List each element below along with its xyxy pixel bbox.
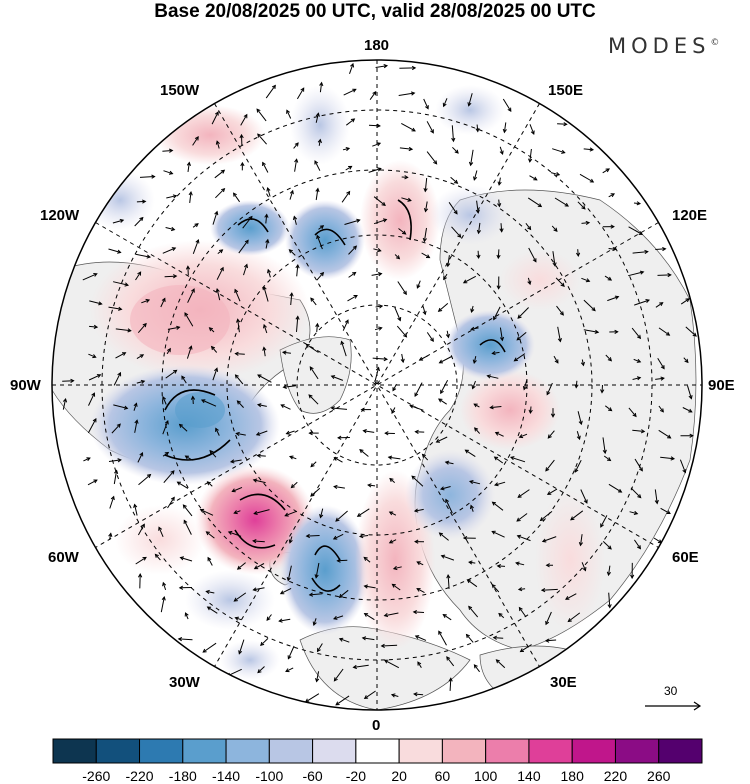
wind-arrow: [307, 536, 320, 537]
colorbar-tick-label: 60: [435, 768, 451, 784]
colorbar-swatch: [53, 739, 96, 763]
wind-arrow: [382, 645, 398, 646]
lon-label-60w: 60W: [48, 549, 79, 566]
lon-label-90w: 90W: [10, 377, 41, 394]
colorbar-swatch: [226, 739, 269, 763]
lon-label-90e: 90E: [708, 377, 735, 394]
colorbar: [53, 739, 702, 763]
reference-vector: [645, 702, 700, 710]
colorbar-swatch: [183, 739, 226, 763]
colorbar-tick-label: -220: [126, 768, 154, 784]
lon-label-150w: 150W: [160, 82, 199, 99]
colorbar-tick-label: 100: [474, 768, 497, 784]
colorbar-tick-label: -260: [82, 768, 110, 784]
colorbar-swatch: [529, 739, 572, 763]
colorbar-tick-label: -60: [302, 768, 322, 784]
lon-label-150e: 150E: [548, 82, 583, 99]
lon-label-0: 0: [372, 717, 380, 734]
wind-arrow: [658, 275, 671, 276]
colorbar-swatch: [140, 739, 183, 763]
colorbar-tick-label: 180: [561, 768, 584, 784]
colorbar-swatch: [399, 739, 442, 763]
colorbar-swatch: [442, 739, 485, 763]
lon-label-60e: 60E: [672, 549, 699, 566]
colorbar-swatch: [356, 739, 399, 763]
colorbar-tick-label: 220: [604, 768, 627, 784]
colorbar-swatch: [269, 739, 312, 763]
lon-label-120e: 120E: [672, 207, 707, 224]
lon-label-30w: 30W: [169, 674, 200, 691]
colorbar-tick-label: -20: [346, 768, 366, 784]
colorbar-swatch: [615, 739, 658, 763]
lon-label-120w: 120W: [40, 207, 79, 224]
colorbar-swatch: [572, 739, 615, 763]
lon-label-30e: 30E: [550, 674, 577, 691]
colorbar-tick-label: 260: [647, 768, 670, 784]
colorbar-tick-label: 20: [391, 768, 407, 784]
colorbar-tick-label: 140: [517, 768, 540, 784]
lon-label-180: 180: [364, 37, 389, 54]
colorbar-tick-label: -180: [169, 768, 197, 784]
colorbar-tick-label: -100: [255, 768, 283, 784]
colorbar-tick-label: -140: [212, 768, 240, 784]
reference-vector-label: 30: [664, 684, 677, 698]
colorbar-ticks: -260 -220 -180 -140 -100 -60 -20 20 60 100 140 180 2…: [0, 768, 750, 783]
colorbar-swatch: [486, 739, 529, 763]
colorbar-swatch: [313, 739, 356, 763]
colorbar-swatch: [659, 739, 702, 763]
colorbar-swatch: [96, 739, 139, 763]
